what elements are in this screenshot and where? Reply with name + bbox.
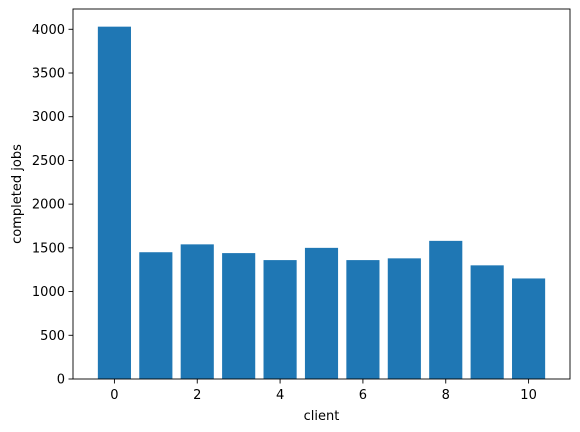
bar-client-0 [97, 26, 131, 380]
x-tick-label: 6 [359, 388, 367, 403]
y-tick-label: 1000 [32, 285, 65, 300]
y-tick-label: 2000 [32, 198, 65, 213]
x-tick-label: 4 [276, 388, 284, 403]
bar-client-3 [222, 253, 256, 379]
plot-frame [72, 8, 571, 380]
bar-client-6 [346, 260, 380, 379]
x-tick-label: 0 [110, 388, 118, 403]
x-tick-label: 2 [193, 388, 201, 403]
bar-client-2 [180, 244, 214, 379]
y-tick-label: 2500 [32, 154, 65, 169]
bar-client-8 [429, 240, 463, 379]
x-axis-label: client [304, 409, 340, 424]
y-axis-label: completed jobs [10, 144, 25, 244]
y-tick-label: 3000 [32, 110, 65, 125]
y-tick-label: 1500 [32, 241, 65, 256]
bar-client-9 [470, 265, 504, 379]
y-tick-label: 500 [40, 329, 65, 344]
y-tick-label: 0 [57, 373, 65, 388]
bar-client-10 [512, 278, 546, 379]
x-tick-label: 8 [442, 388, 450, 403]
y-tick-label: 3500 [32, 66, 65, 81]
ticks-layer: 0 2 4 6 8 10 0 500 1000 1500 2000 2500 3000 3500 4000 [32, 23, 537, 403]
bar-client-4 [263, 260, 297, 379]
bars-layer [97, 26, 546, 380]
bar-client-1 [139, 252, 173, 379]
y-tick-label: 4000 [32, 23, 65, 38]
x-tick-label: 10 [520, 388, 537, 403]
bar-client-5 [304, 247, 339, 379]
bar-client-7 [387, 258, 421, 379]
